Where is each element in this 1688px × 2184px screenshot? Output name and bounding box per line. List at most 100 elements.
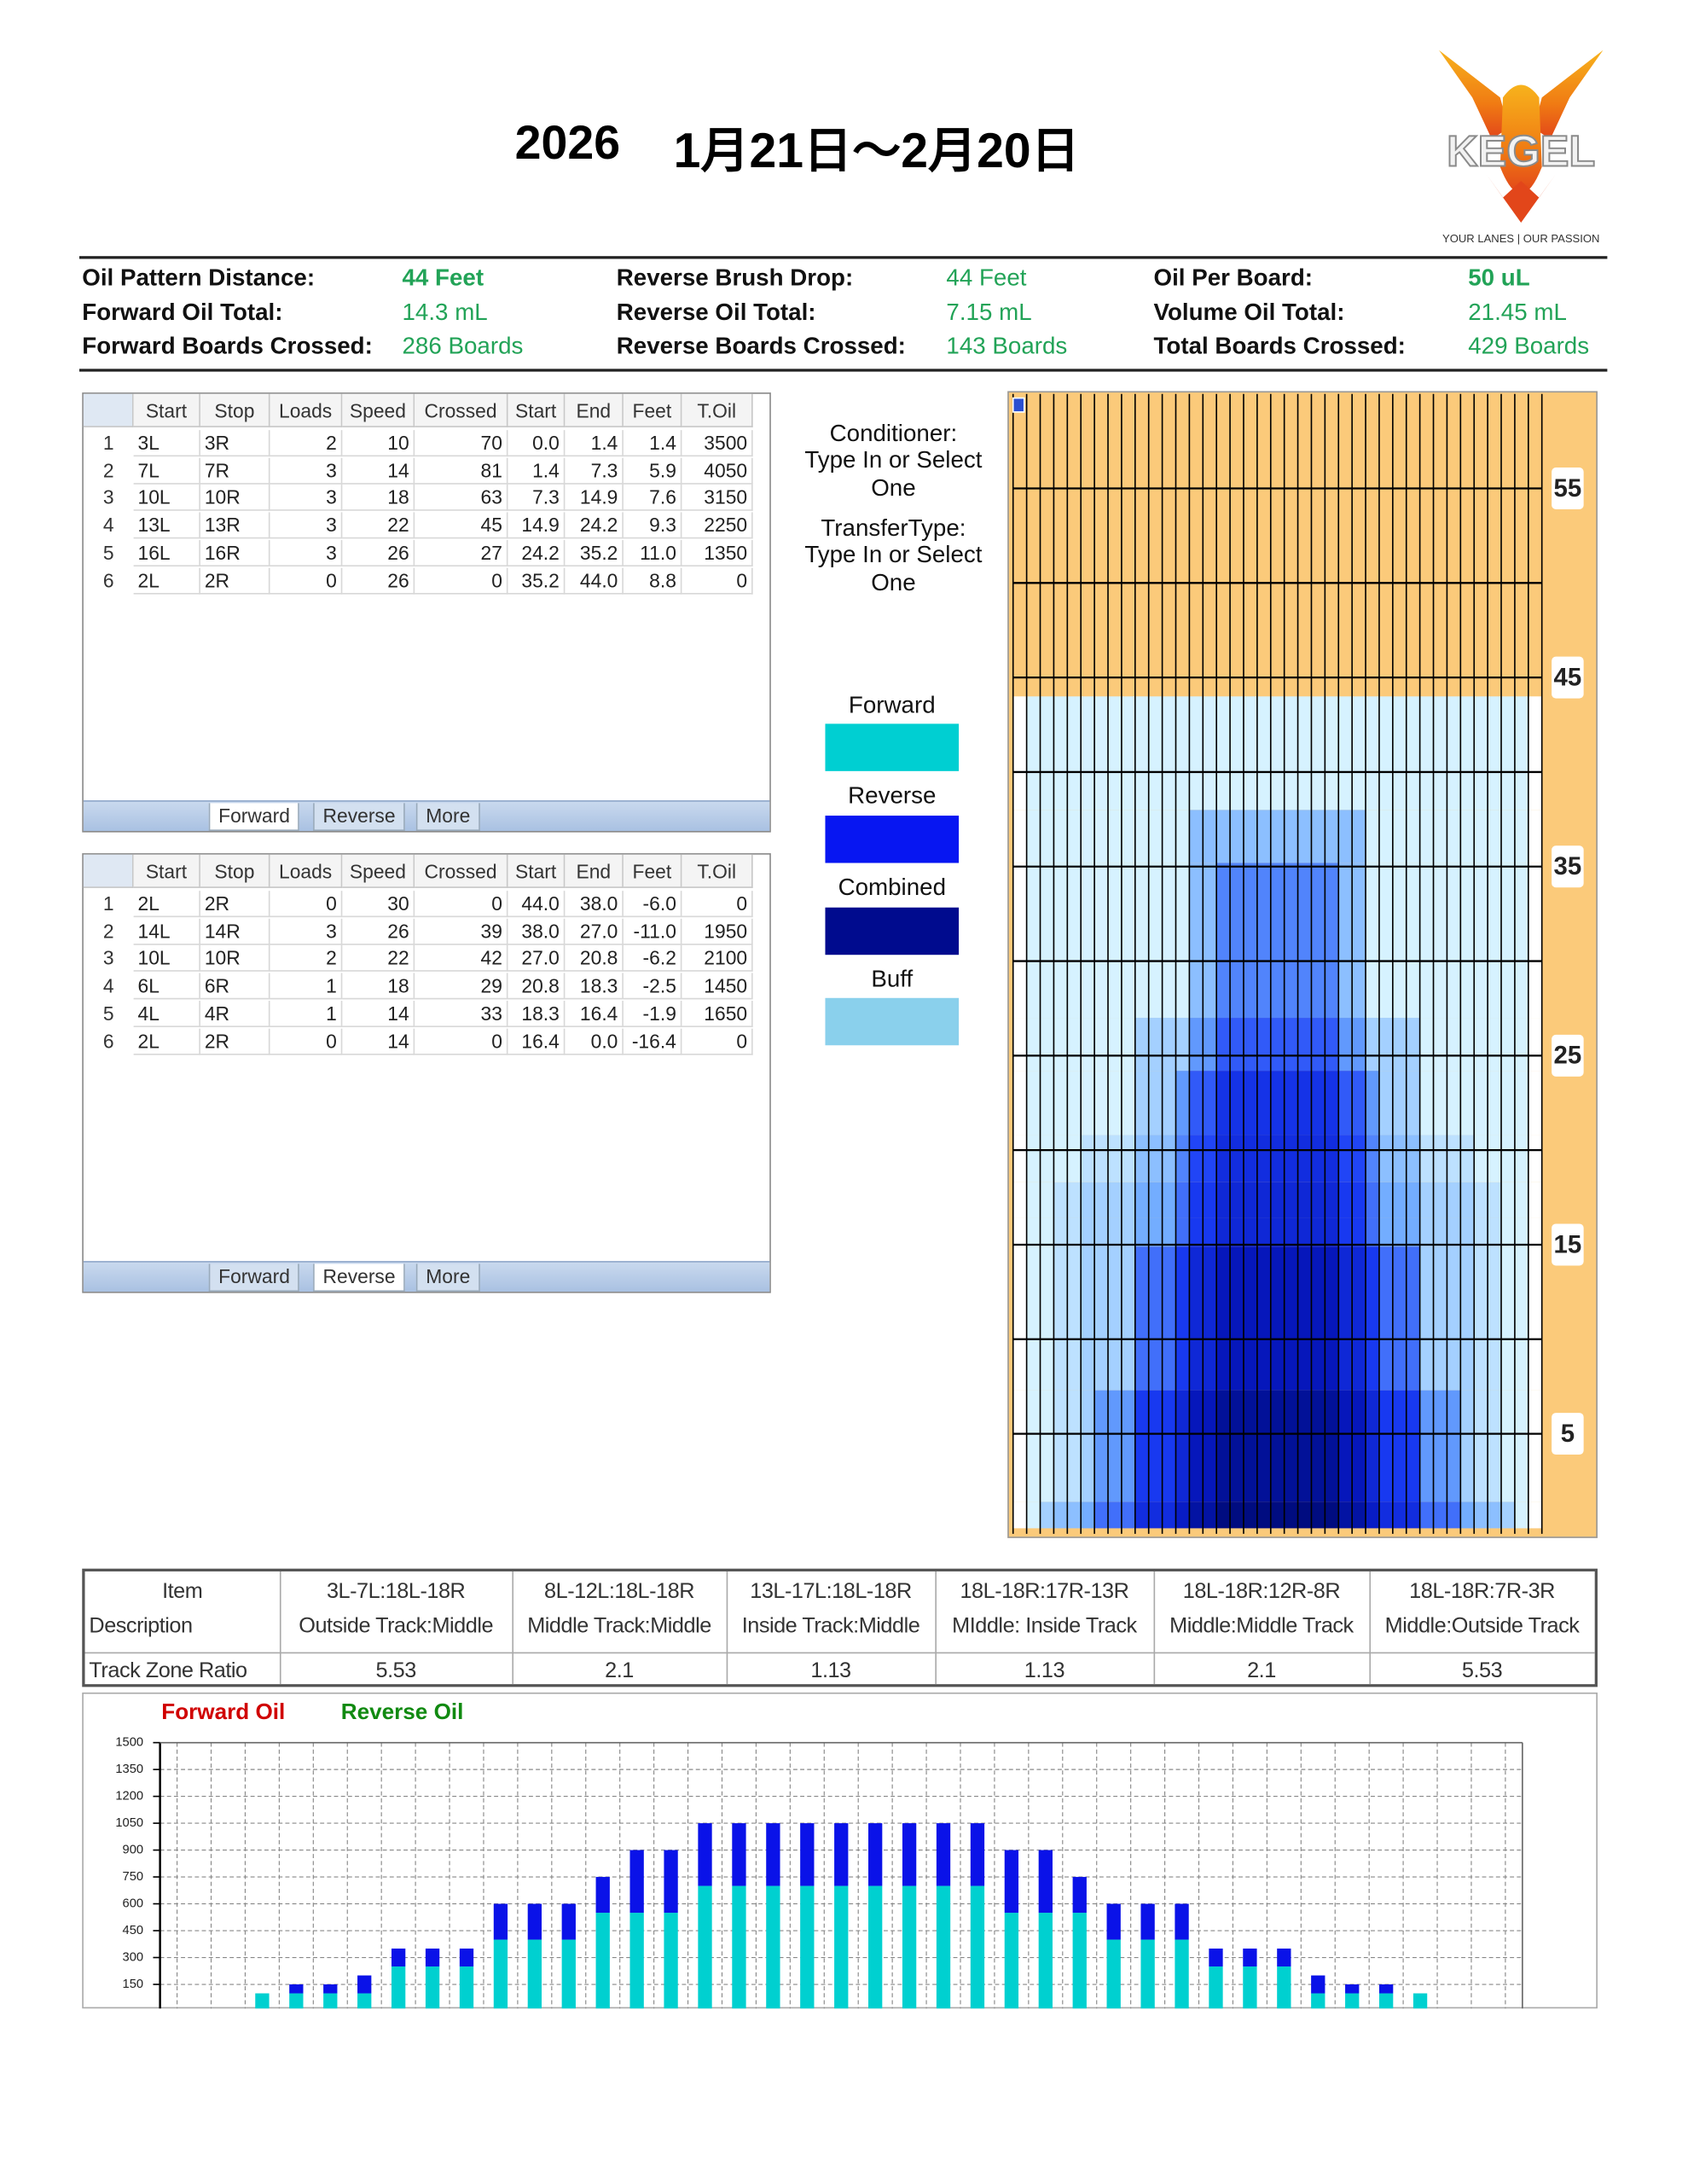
column-header: Start (133, 393, 200, 427)
bar-segment (1106, 1903, 1121, 1940)
table-cell: 0.0 (565, 1027, 624, 1054)
bar-segment (1072, 1913, 1087, 2009)
bar-segment (629, 1850, 644, 1914)
row-number: 3 (102, 486, 114, 509)
logo-wing (1533, 49, 1604, 140)
zone-range: 18L-18R:12R-8R (1182, 1579, 1341, 1604)
table-cell: 38.0 (508, 918, 566, 945)
summary-label: Forward Boards Crossed: (82, 332, 373, 359)
oil-cell (1134, 1018, 1149, 1072)
summary-value: 7.15 mL (946, 299, 1032, 326)
oil-cell (1012, 1135, 1027, 1182)
oil-cell (1121, 1135, 1135, 1182)
oil-cell (1338, 696, 1353, 810)
table-cell: 35.2 (565, 539, 624, 566)
oil-cell (1243, 1502, 1257, 1529)
conditioner-value[interactable]: Type In or Select One (804, 446, 983, 501)
oil-cell (1460, 863, 1475, 1019)
bar-segment (323, 1993, 338, 2009)
oil-cell (1121, 1502, 1135, 1529)
summary-label: Oil Per Board: (1153, 264, 1314, 291)
logo-tail (1486, 173, 1557, 224)
oil-cell (1406, 1502, 1420, 1529)
oil-cell (1378, 1246, 1393, 1391)
sheet-tab[interactable]: Forward (208, 1263, 300, 1292)
table-cell: 20.8 (565, 945, 624, 973)
oil-cell (1378, 810, 1393, 863)
oil-cell (1108, 863, 1122, 1019)
bar-segment (425, 1949, 440, 1967)
oil-cell (1419, 1502, 1434, 1529)
table-cell: 8.8 (623, 566, 682, 594)
oil-cell (1514, 1246, 1528, 1391)
oil-cell (1012, 1182, 1027, 1218)
bar-segment (1140, 1903, 1155, 1940)
oil-cell (1256, 1502, 1271, 1529)
oil-cell (1026, 696, 1041, 810)
legend-entry: Reverse Oil (340, 1700, 464, 1725)
oil-cell (1094, 1390, 1109, 1502)
oil-cell (1284, 1182, 1298, 1218)
summary-label: Reverse Oil Total: (616, 299, 816, 326)
oil-cell (1148, 1018, 1163, 1072)
oil-cell (1325, 1390, 1339, 1502)
column-header: Speed (342, 393, 415, 427)
oil-cell (1270, 1390, 1285, 1502)
oil-cell (1067, 696, 1082, 810)
oil-cell (1488, 1390, 1502, 1502)
table-cell: 2L (133, 566, 200, 594)
oil-cell (1392, 1502, 1407, 1529)
oil-cell (1026, 1246, 1041, 1391)
table-cell: 6R (200, 973, 270, 1000)
sheet-tab[interactable]: Reverse (313, 1263, 405, 1292)
bar-segment (1106, 1939, 1121, 2009)
oil-cell (1094, 1018, 1109, 1072)
bar-segment (834, 1823, 849, 1886)
bar-segment (561, 1939, 576, 2009)
table-cell: 10L (133, 945, 200, 973)
oil-cell (1501, 1182, 1515, 1218)
table-cell: -6.2 (623, 945, 682, 973)
oil-cell (1175, 1071, 1190, 1136)
table-corner (83, 393, 134, 427)
oil-cell (1175, 1182, 1190, 1218)
oil-cell (1352, 1217, 1366, 1247)
oil-cell (1447, 1246, 1461, 1391)
distance-label-box (1552, 1413, 1584, 1455)
oil-cell (1026, 1071, 1041, 1136)
summary-value: 286 Boards (402, 332, 524, 359)
transfer-value[interactable]: Type In or Select One (804, 541, 983, 595)
oil-cell (1325, 863, 1339, 1019)
column-header: Speed (342, 854, 415, 888)
table-cell: 22 (342, 512, 415, 539)
oil-cell (1392, 1018, 1407, 1072)
oil-cell (1311, 696, 1325, 810)
legend-swatch (825, 997, 960, 1046)
column-header: Stop (200, 854, 270, 888)
track-zone-table: Item Description Track Zone Ratio 3L-7L:18L… (82, 1568, 1598, 1687)
sheet-tab[interactable]: Reverse (313, 803, 405, 832)
oil-cell (1270, 1018, 1285, 1072)
oil-cell (1501, 1071, 1515, 1136)
column-header: End (565, 393, 624, 427)
distance-label-box (1552, 1223, 1584, 1266)
legend-swatch (825, 907, 960, 956)
oil-cell (1012, 1071, 1027, 1136)
oil-cell (1378, 1018, 1393, 1072)
sheet-tab[interactable]: More (415, 1263, 480, 1292)
oil-cell (1419, 1390, 1434, 1502)
oil-cell (1053, 1071, 1068, 1136)
sheet-tab[interactable]: Forward (208, 803, 300, 832)
oil-cell (1081, 1246, 1095, 1391)
oil-cell (1162, 1390, 1176, 1502)
sheet-tab[interactable]: More (415, 803, 480, 832)
summary-value: 14.3 mL (402, 299, 488, 326)
oil-cell (1040, 1246, 1054, 1391)
oil-cell (1108, 1071, 1122, 1136)
bar-segment (1072, 1877, 1087, 1914)
column-divider (935, 1571, 937, 1685)
oil-cell (1433, 1182, 1447, 1218)
table-cell: 5.9 (623, 457, 682, 485)
table-cell: 13R (200, 512, 270, 539)
bar-segment (493, 1903, 508, 1940)
